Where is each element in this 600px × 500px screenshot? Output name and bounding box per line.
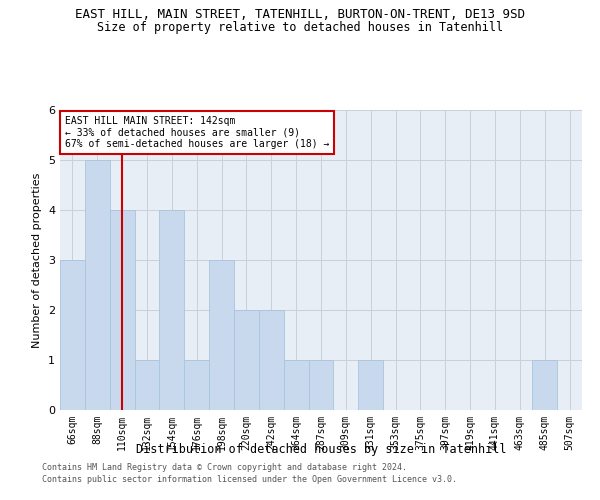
Bar: [308, 360, 334, 410]
Bar: [259, 310, 284, 410]
Bar: [358, 360, 383, 410]
Bar: [284, 360, 308, 410]
Bar: [234, 310, 259, 410]
Bar: [184, 360, 209, 410]
Bar: [532, 360, 557, 410]
Text: Distribution of detached houses by size in Tatenhill: Distribution of detached houses by size …: [136, 442, 506, 456]
Bar: [110, 210, 134, 410]
Text: Contains HM Land Registry data © Crown copyright and database right 2024.: Contains HM Land Registry data © Crown c…: [42, 464, 407, 472]
Text: EAST HILL MAIN STREET: 142sqm
← 33% of detached houses are smaller (9)
67% of se: EAST HILL MAIN STREET: 142sqm ← 33% of d…: [65, 116, 329, 149]
Y-axis label: Number of detached properties: Number of detached properties: [32, 172, 43, 348]
Text: Contains public sector information licensed under the Open Government Licence v3: Contains public sector information licen…: [42, 475, 457, 484]
Bar: [85, 160, 110, 410]
Bar: [209, 260, 234, 410]
Bar: [60, 260, 85, 410]
Text: EAST HILL, MAIN STREET, TATENHILL, BURTON-ON-TRENT, DE13 9SD: EAST HILL, MAIN STREET, TATENHILL, BURTO…: [75, 8, 525, 20]
Text: Size of property relative to detached houses in Tatenhill: Size of property relative to detached ho…: [97, 21, 503, 34]
Bar: [160, 210, 184, 410]
Bar: [134, 360, 160, 410]
